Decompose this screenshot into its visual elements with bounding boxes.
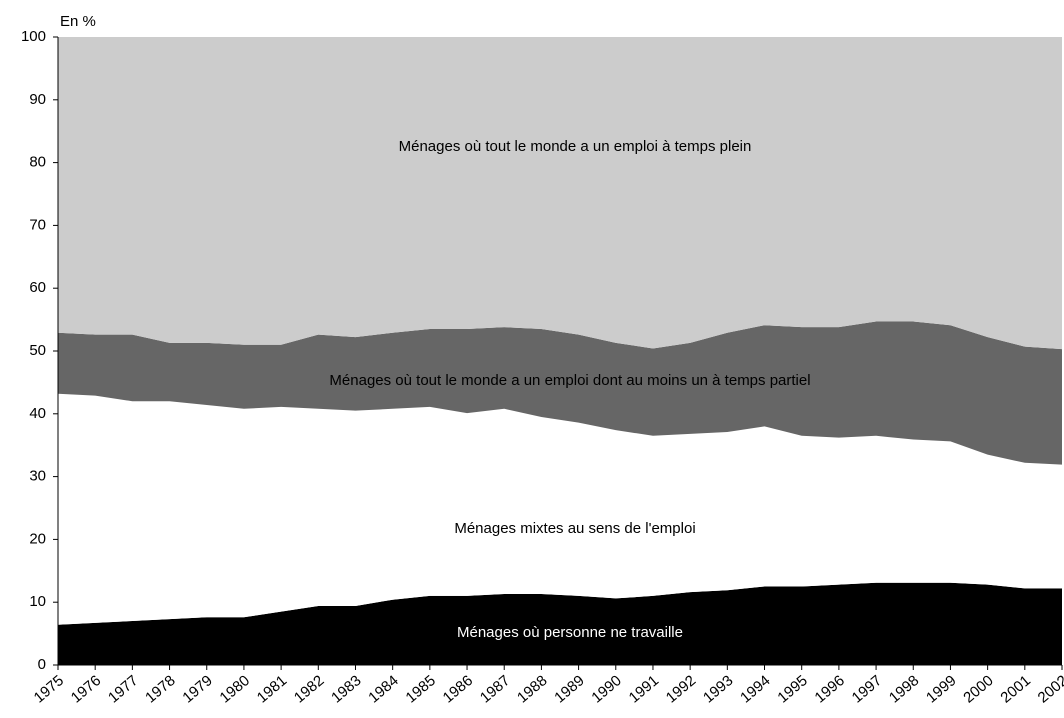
y-tick-label: 50 (29, 342, 46, 359)
x-tick-label: 1985 (402, 672, 438, 706)
y-tick-label: 60 (29, 279, 46, 296)
x-tick-label: 1995 (774, 672, 810, 706)
x-tick-label: 1984 (365, 672, 401, 706)
area-label: Ménages où tout le monde a un emploi don… (329, 372, 810, 389)
y-tick-label: 30 (29, 468, 46, 485)
x-tick-label: 1997 (849, 672, 885, 706)
area-label: Ménages mixtes au sens de l'emploi (454, 520, 695, 537)
x-tick-label: 1990 (588, 672, 624, 706)
area (58, 321, 1062, 465)
x-tick-label: 1999 (923, 672, 959, 706)
x-tick-label: 1988 (514, 672, 550, 706)
x-tick-label: 1993 (700, 672, 736, 706)
x-tick-label: 1994 (737, 672, 773, 706)
y-tick-label: 40 (29, 405, 46, 422)
x-tick-label: 1996 (812, 672, 848, 706)
area (58, 393, 1062, 625)
y-tick-label: 20 (29, 530, 46, 547)
area-label: Ménages où tout le monde a un emploi à t… (399, 138, 752, 155)
x-tick-label: 1983 (328, 672, 364, 706)
x-tick-label: 1981 (254, 672, 290, 706)
x-tick-label: 1989 (551, 672, 587, 706)
y-tick-label: 0 (38, 656, 46, 673)
area (58, 37, 1062, 350)
x-tick-label: 1998 (886, 672, 922, 706)
y-tick-label: 90 (29, 91, 46, 108)
x-tick-label: 1979 (179, 672, 215, 706)
y-tick-label: 10 (29, 593, 46, 610)
x-tick-label: 2000 (960, 672, 996, 706)
x-tick-label: 1982 (291, 672, 327, 706)
x-tick-label: 1992 (663, 672, 699, 706)
y-axis-label: En % (60, 13, 96, 30)
y-tick-label: 100 (21, 28, 46, 45)
x-tick-label: 1986 (440, 672, 476, 706)
area (58, 582, 1062, 665)
x-tick-label: 1991 (626, 672, 662, 706)
x-tick-label: 1987 (477, 672, 513, 706)
x-tick-label: 1975 (31, 672, 67, 706)
y-tick-label: 70 (29, 216, 46, 233)
x-tick-label: 1980 (217, 672, 253, 706)
x-tick-label: 1976 (68, 672, 104, 706)
x-tick-label: 2002 (1035, 672, 1064, 706)
x-tick-label: 1977 (105, 672, 141, 706)
x-tick-label: 1978 (142, 672, 178, 706)
y-tick-label: 80 (29, 154, 46, 171)
x-tick-label: 2001 (997, 672, 1033, 706)
area-label: Ménages où personne ne travaille (457, 624, 683, 641)
